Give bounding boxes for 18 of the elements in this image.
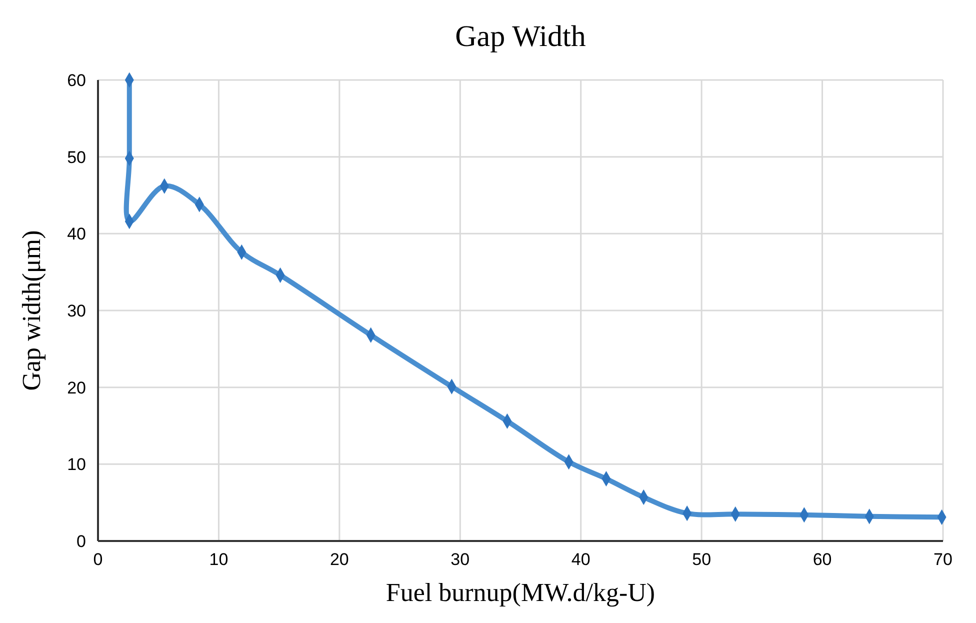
x-tick-label: 70 xyxy=(934,550,952,569)
x-tick-label: 40 xyxy=(571,550,590,569)
y-tick-label: 40 xyxy=(67,224,86,244)
y-tick-label: 60 xyxy=(67,71,86,90)
y-tick-label: 10 xyxy=(67,455,86,474)
y-axis-title: Gap width(μm) xyxy=(17,230,46,391)
x-axis-title: Fuel burnup(MW.d/kg-U) xyxy=(386,578,656,607)
x-tick-label: 10 xyxy=(209,550,228,569)
x-tick-label: 60 xyxy=(812,550,832,569)
x-tick-label: 20 xyxy=(330,550,349,569)
chart-title: Gap Width xyxy=(455,20,586,53)
y-tick-label: 20 xyxy=(67,378,86,398)
y-tick-label: 0 xyxy=(76,532,86,551)
y-tick-label: 50 xyxy=(67,148,86,167)
x-tick-label: 50 xyxy=(692,550,712,569)
y-tick-label: 30 xyxy=(67,302,86,320)
x-tick-label: 0 xyxy=(93,550,103,569)
x-tick-label: 30 xyxy=(450,550,470,569)
